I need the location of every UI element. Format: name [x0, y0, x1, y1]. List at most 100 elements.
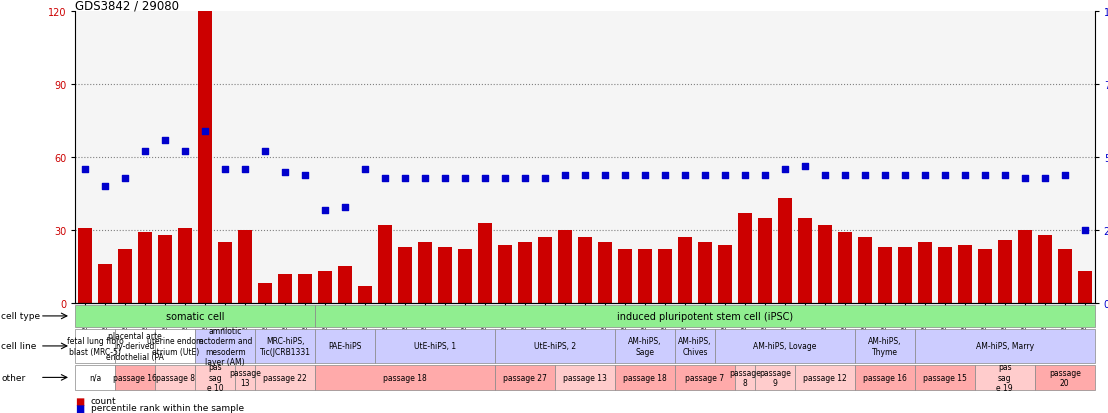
Text: PAE-hiPS: PAE-hiPS — [328, 342, 362, 351]
Bar — [1018, 230, 1032, 303]
Point — [76, 166, 94, 173]
Text: passage
9: passage 9 — [759, 368, 791, 387]
Point — [456, 175, 474, 181]
Text: somatic cell: somatic cell — [166, 311, 225, 321]
Text: MRC-hiPS,
Tic(JCRB1331: MRC-hiPS, Tic(JCRB1331 — [259, 337, 310, 356]
Point — [236, 166, 254, 173]
Point — [736, 172, 753, 178]
Bar — [438, 247, 452, 303]
Point — [476, 175, 494, 181]
Text: passage
8: passage 8 — [729, 368, 761, 387]
Bar — [878, 247, 892, 303]
Point — [156, 137, 174, 144]
Bar — [738, 214, 752, 303]
Point — [776, 166, 793, 173]
Text: count: count — [91, 396, 116, 405]
Point — [896, 172, 914, 178]
Point — [536, 175, 554, 181]
Text: passage 7: passage 7 — [686, 373, 725, 382]
Bar — [838, 233, 852, 303]
Point — [596, 172, 614, 178]
Point — [616, 172, 634, 178]
Text: passage 27: passage 27 — [503, 373, 547, 382]
Bar — [158, 235, 172, 303]
Point — [96, 183, 114, 190]
Bar — [298, 274, 312, 303]
Text: passage 12: passage 12 — [803, 373, 847, 382]
Bar — [398, 247, 412, 303]
Text: passage 16: passage 16 — [113, 373, 157, 382]
Bar — [478, 223, 492, 303]
Point — [377, 175, 394, 181]
Point — [116, 175, 134, 181]
Text: other: other — [1, 373, 25, 382]
Text: AM-hiPS,
Thyme: AM-hiPS, Thyme — [868, 337, 902, 356]
Bar — [618, 250, 632, 303]
Point — [696, 172, 714, 178]
Text: AM-hiPS,
Chives: AM-hiPS, Chives — [678, 337, 711, 356]
Text: cell line: cell line — [1, 342, 37, 351]
Text: passage 22: passage 22 — [264, 373, 307, 382]
Bar — [378, 225, 392, 303]
Point — [676, 172, 694, 178]
Point — [716, 172, 733, 178]
Bar — [977, 250, 992, 303]
Bar — [778, 199, 792, 303]
Bar — [238, 230, 253, 303]
Bar — [1078, 272, 1091, 303]
Bar — [957, 245, 972, 303]
Point — [656, 172, 674, 178]
Point — [216, 166, 234, 173]
Bar — [698, 242, 712, 303]
Bar — [578, 238, 592, 303]
Text: pas
sag
e 10: pas sag e 10 — [207, 363, 224, 392]
Point — [976, 172, 994, 178]
Bar — [418, 242, 432, 303]
Bar — [358, 286, 372, 303]
Point — [176, 149, 194, 155]
Bar — [678, 238, 692, 303]
Text: AM-hiPS,
Sage: AM-hiPS, Sage — [628, 337, 661, 356]
Point — [876, 172, 894, 178]
Point — [796, 163, 813, 170]
Bar — [519, 242, 532, 303]
Point — [815, 172, 833, 178]
Text: passage 8: passage 8 — [156, 373, 195, 382]
Point — [1016, 175, 1034, 181]
Bar — [178, 228, 193, 303]
Point — [437, 175, 454, 181]
Text: uterine endom
etrium (UtE): uterine endom etrium (UtE) — [147, 337, 204, 356]
Text: AM-hiPS, Lovage: AM-hiPS, Lovage — [753, 342, 817, 351]
Bar — [338, 267, 352, 303]
Bar — [638, 250, 652, 303]
Bar — [758, 218, 772, 303]
Point — [1076, 227, 1094, 234]
Point — [956, 172, 974, 178]
Bar — [598, 242, 612, 303]
Point — [916, 172, 934, 178]
Bar — [998, 240, 1012, 303]
Bar — [218, 242, 233, 303]
Point — [196, 128, 214, 135]
Point — [996, 172, 1014, 178]
Text: passage 13: passage 13 — [563, 373, 607, 382]
Bar — [937, 247, 952, 303]
Bar — [278, 274, 293, 303]
Point — [576, 172, 594, 178]
Bar — [99, 264, 112, 303]
Text: ■: ■ — [75, 403, 84, 413]
Point — [556, 172, 574, 178]
Point — [756, 172, 773, 178]
Text: passage 15: passage 15 — [923, 373, 967, 382]
Text: passage 18: passage 18 — [383, 373, 427, 382]
Bar — [538, 238, 552, 303]
Text: UtE-hiPS, 1: UtE-hiPS, 1 — [414, 342, 456, 351]
Text: n/a: n/a — [90, 373, 102, 382]
Bar — [818, 225, 832, 303]
Text: passage
13: passage 13 — [229, 368, 261, 387]
Bar — [858, 238, 872, 303]
Text: fetal lung fibro
blast (MRC-5): fetal lung fibro blast (MRC-5) — [66, 337, 124, 356]
Text: placental arte
ry-derived
endothelial (PA: placental arte ry-derived endothelial (P… — [106, 331, 164, 361]
Bar — [499, 245, 512, 303]
Point — [397, 175, 414, 181]
